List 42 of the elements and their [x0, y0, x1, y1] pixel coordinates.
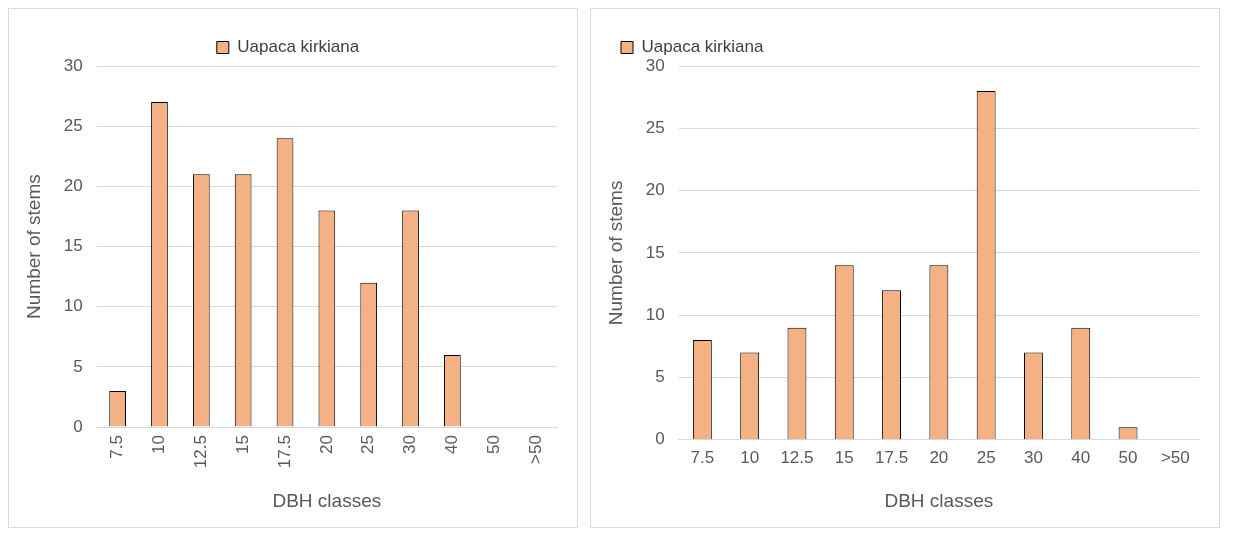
- x-tick-label: 7.5: [690, 447, 715, 467]
- x-tick-label: 10: [149, 435, 169, 455]
- x-tick-label: 17.5: [875, 447, 909, 467]
- y-tick-label: 10: [645, 304, 665, 324]
- y-tick-label: 0: [655, 429, 665, 449]
- x-tick-label: 30: [400, 435, 420, 455]
- x-tick-label: 12.5: [191, 435, 211, 469]
- y-tick-label: 25: [645, 117, 665, 137]
- x-axis-title: DBH classes: [884, 489, 994, 511]
- y-tick-label: 0: [73, 416, 83, 436]
- legend-label: Uapaca kirkiana: [237, 37, 360, 57]
- y-tick-label: 15: [63, 236, 83, 256]
- y-tick-label: 20: [645, 180, 665, 200]
- legend-label: Uapaca kirkiana: [641, 37, 764, 57]
- y-tick-label: 30: [645, 55, 665, 75]
- x-tick-label: 7.5: [107, 435, 127, 459]
- x-tick-label: 15: [834, 447, 854, 467]
- y-axis-title: Number of stems: [22, 174, 44, 319]
- x-tick-label: 20: [929, 447, 949, 467]
- y-tick-label: 30: [63, 55, 83, 75]
- x-tick-label: 40: [442, 435, 462, 455]
- x-tick-label: 15: [232, 435, 252, 455]
- x-tick-label: 40: [1071, 447, 1091, 467]
- x-tick-label: 17.5: [274, 435, 294, 469]
- x-tick-label: 50: [1118, 447, 1138, 467]
- y-tick-label: 25: [63, 115, 83, 135]
- y-tick-label: 20: [63, 176, 83, 196]
- y-axis-title: Number of stems: [604, 180, 626, 326]
- x-tick-label: 12.5: [780, 447, 814, 467]
- x-tick-label: >50: [1160, 447, 1190, 467]
- y-tick-label: 5: [655, 367, 665, 387]
- x-tick-label: 10: [740, 447, 760, 467]
- x-tick-label: >50: [525, 435, 545, 464]
- y-tick-label: 5: [73, 356, 83, 376]
- x-tick-label: 25: [976, 447, 996, 467]
- x-tick-label: 50: [483, 435, 503, 455]
- y-tick-label: 15: [645, 242, 665, 262]
- x-axis-title: DBH classes: [272, 489, 382, 511]
- y-tick-label: 10: [63, 296, 83, 316]
- x-tick-label: 25: [358, 435, 378, 455]
- x-tick-label: 20: [316, 435, 336, 455]
- x-tick-label: 30: [1023, 447, 1043, 467]
